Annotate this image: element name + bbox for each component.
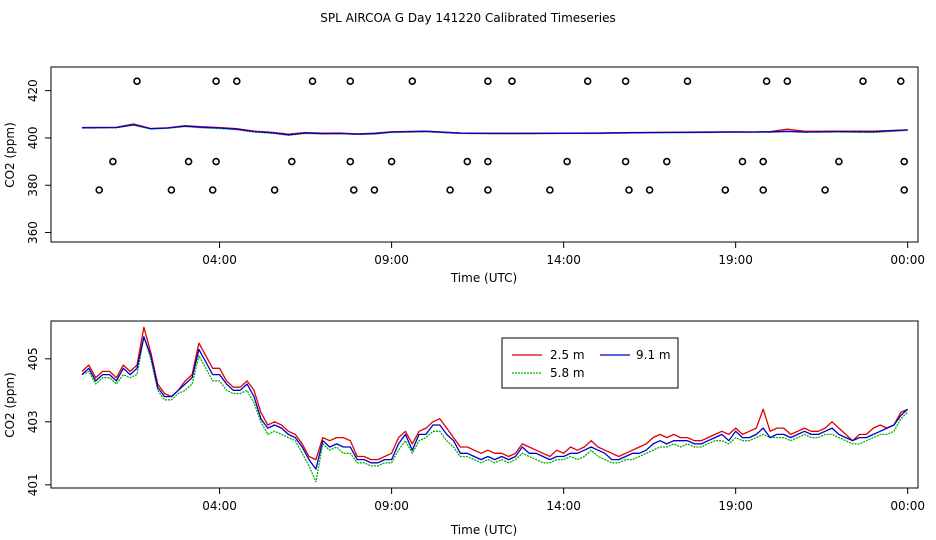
top-x-tick-label: 09:00 <box>374 253 409 267</box>
flag-point <box>184 157 193 166</box>
top-series-line-9-1m <box>81 124 908 136</box>
flag-point <box>346 77 355 85</box>
bottom-x-tick-label: 00:00 <box>890 499 925 513</box>
top-x-tick-label: 19:00 <box>718 253 753 267</box>
bottom-y-tick-label: 401 <box>26 473 40 496</box>
flag-point <box>308 77 317 85</box>
top-x-axis-label: Time (UTC) <box>450 271 517 285</box>
flag-point <box>683 77 692 85</box>
legend: 2.5 m 9.1 m 5.8 m <box>501 337 679 389</box>
flag-point <box>133 77 141 85</box>
top-series-group <box>81 123 908 136</box>
flag-point <box>387 157 396 166</box>
top-x-tick-label: 04:00 <box>202 253 237 267</box>
bottom-x-tick-label: 04:00 <box>202 499 237 513</box>
bottom-x-tick-label: 09:00 <box>374 499 409 513</box>
bottom-y-tick-label: 403 <box>26 410 40 433</box>
flag-point <box>621 77 630 85</box>
flag-point <box>896 77 905 85</box>
top-y-axis-label: CO2 (ppm) <box>3 122 17 188</box>
bottom-panel: 04:00 09:00 14:00 19:00 00:00 401 403 405 Time… <box>3 320 925 537</box>
legend-label-5-8m: 5.8 m <box>550 366 585 380</box>
top-x-tick-label: 00:00 <box>890 253 925 267</box>
top-y-tick-label: 360 <box>26 221 40 244</box>
flag-point <box>721 186 730 194</box>
bottom-series-line-9-1m <box>81 336 909 470</box>
bottom-series-line-2-5m <box>81 326 908 461</box>
flag-point <box>563 157 571 166</box>
flag-point <box>484 77 492 85</box>
top-y-tick-label: 420 <box>26 79 40 102</box>
top-x-tick-label: 14:00 <box>546 253 581 267</box>
flag-point <box>484 157 492 166</box>
top-flag-points <box>95 77 909 194</box>
bottom-x-axis-label: Time (UTC) <box>450 523 517 537</box>
bottom-x-tick-label: 19:00 <box>718 499 753 513</box>
flag-point <box>212 157 220 166</box>
flag-point <box>835 157 843 166</box>
flag-point <box>446 186 454 194</box>
legend-label-9-1m: 9.1 m <box>636 348 671 362</box>
flag-point <box>370 186 379 194</box>
flag-point <box>759 186 768 194</box>
top-y-axis: 360 380 400 420 <box>26 79 51 244</box>
flag-point <box>645 186 654 194</box>
flag-point <box>900 186 909 194</box>
flag-point <box>662 157 671 166</box>
flag-point <box>212 77 220 85</box>
flag-point <box>900 157 909 166</box>
flag-point <box>859 77 867 85</box>
bottom-x-tick-label: 14:00 <box>546 499 581 513</box>
flag-point <box>821 186 829 194</box>
flag-point <box>762 77 771 85</box>
flag-point <box>738 157 747 166</box>
flag-point <box>346 157 355 166</box>
flag-point <box>349 186 358 194</box>
top-series-line-2-5m <box>81 123 908 135</box>
top-y-tick-label: 400 <box>26 126 40 149</box>
flag-point <box>270 186 279 194</box>
flag-point <box>167 186 176 194</box>
bottom-y-axis-label: CO2 (ppm) <box>3 372 17 438</box>
bottom-series-line-5-8m <box>81 336 909 483</box>
flag-point <box>109 157 117 166</box>
bottom-x-axis: 04:00 09:00 14:00 19:00 00:00 <box>202 488 925 513</box>
flag-point <box>508 77 516 85</box>
flag-point <box>463 157 472 166</box>
legend-box <box>501 337 679 389</box>
top-x-axis: 04:00 09:00 14:00 19:00 00:00 <box>202 242 925 267</box>
flag-point <box>759 157 768 166</box>
bottom-series-group <box>81 326 909 483</box>
flag-point <box>546 186 554 194</box>
flag-point <box>621 157 630 166</box>
flag-point <box>783 77 792 85</box>
flag-point <box>287 157 296 166</box>
chart-title: SPL AIRCOA G Day 141220 Calibrated Times… <box>320 11 615 25</box>
flag-point <box>583 77 592 85</box>
flag-point <box>408 77 417 85</box>
top-panel: 04:00 09:00 14:00 19:00 00:00 360 380 400 420 T… <box>3 66 925 285</box>
flag-point <box>625 186 633 194</box>
legend-label-2-5m: 2.5 m <box>550 348 585 362</box>
flag-point <box>233 77 241 85</box>
flag-point <box>208 186 217 194</box>
flag-point <box>484 186 492 194</box>
top-plot-frame <box>50 66 919 243</box>
bottom-plot-frame <box>50 320 919 489</box>
top-y-tick-label: 380 <box>26 174 40 197</box>
bottom-y-tick-label: 405 <box>26 347 40 370</box>
bottom-y-axis: 401 403 405 <box>26 347 51 496</box>
flag-point <box>95 186 103 194</box>
